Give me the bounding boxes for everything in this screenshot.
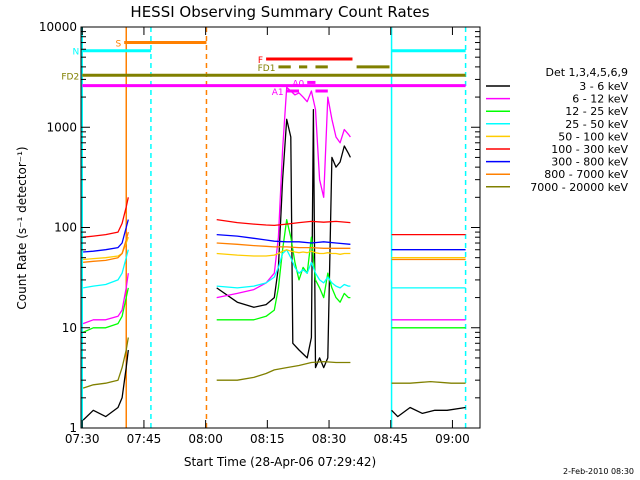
x-tick-label-4: 08:30	[312, 432, 347, 446]
legend-entry-2: 12 - 25 keV	[565, 105, 628, 118]
series-line-7-0	[83, 231, 129, 263]
legend-entry-0: 3 - 6 keV	[579, 80, 628, 93]
legend-entry-1: 6 - 12 keV	[572, 93, 628, 106]
series-line-7-1	[216, 242, 351, 249]
series-line-8-2	[391, 380, 466, 384]
series-line-8-1	[216, 360, 351, 381]
chart-marks: SNFFD1FD2A0A107:3007:4508:0008:1508:3008…	[39, 20, 629, 446]
x-tick-label-1: 07:45	[127, 432, 162, 446]
series-line-5-1	[216, 218, 351, 227]
series-line-6-1	[216, 233, 351, 245]
y-tick-label-0: 1	[69, 421, 77, 435]
y-tick-label-3: 1000	[46, 120, 77, 134]
legend-entry-6: 300 - 800 keV	[551, 156, 628, 169]
flag-label-1: N	[72, 48, 79, 58]
flag-label-8: FD2	[61, 72, 79, 82]
series-line-8-0	[82, 337, 129, 389]
series-line-6-0	[83, 219, 129, 253]
legend-entry-8: 7000 - 20000 keV	[530, 181, 628, 194]
series-line-0-2	[391, 406, 466, 418]
x-tick-label-0: 07:30	[65, 432, 100, 446]
flag-label-0: S	[115, 40, 121, 50]
series-line-1-1	[216, 86, 351, 299]
series-line-0-0	[82, 349, 129, 421]
y-tick-label-1: 10	[62, 321, 77, 335]
x-tick-label-3: 08:15	[250, 432, 285, 446]
legend-entry-4: 50 - 100 keV	[558, 130, 628, 143]
x-tick-label-5: 08:45	[373, 432, 408, 446]
legend-entry-5: 100 - 300 keV	[551, 143, 628, 156]
chart-title: HESSI Observing Summary Count Rates	[130, 3, 429, 21]
series-line-0-1	[216, 108, 351, 369]
legend-title: Det 1,3,4,5,6,9	[545, 66, 628, 79]
x-axis-label: Start Time (28-Apr-06 07:29:42)	[184, 455, 376, 469]
series-line-5-0	[83, 197, 129, 238]
series-line-1-0	[82, 273, 129, 325]
legend-entry-7: 800 - 7000 keV	[544, 168, 628, 181]
flag-label-3: F	[258, 56, 263, 66]
series-line-3-0	[82, 249, 129, 289]
x-tick-label-6: 09:00	[435, 432, 470, 446]
x-tick-label-2: 08:00	[188, 432, 223, 446]
legend-entry-3: 25 - 50 keV	[565, 118, 628, 131]
footer-date: 2-Feb-2010 08:30	[563, 467, 634, 476]
series-line-4-1	[216, 249, 351, 257]
series-line-2-0	[82, 287, 129, 333]
series-line-3-1	[216, 249, 351, 289]
flag-label-10: A1	[272, 88, 284, 98]
y-axis-label: Count Rate (s⁻¹ detector⁻¹)	[15, 146, 29, 309]
y-tick-label-2: 100	[54, 221, 77, 235]
series-line-4-0	[83, 236, 129, 261]
series-line-2-1	[216, 218, 351, 321]
flag-label-4: FD1	[258, 64, 276, 74]
y-tick-label-4: 10000	[39, 20, 77, 34]
